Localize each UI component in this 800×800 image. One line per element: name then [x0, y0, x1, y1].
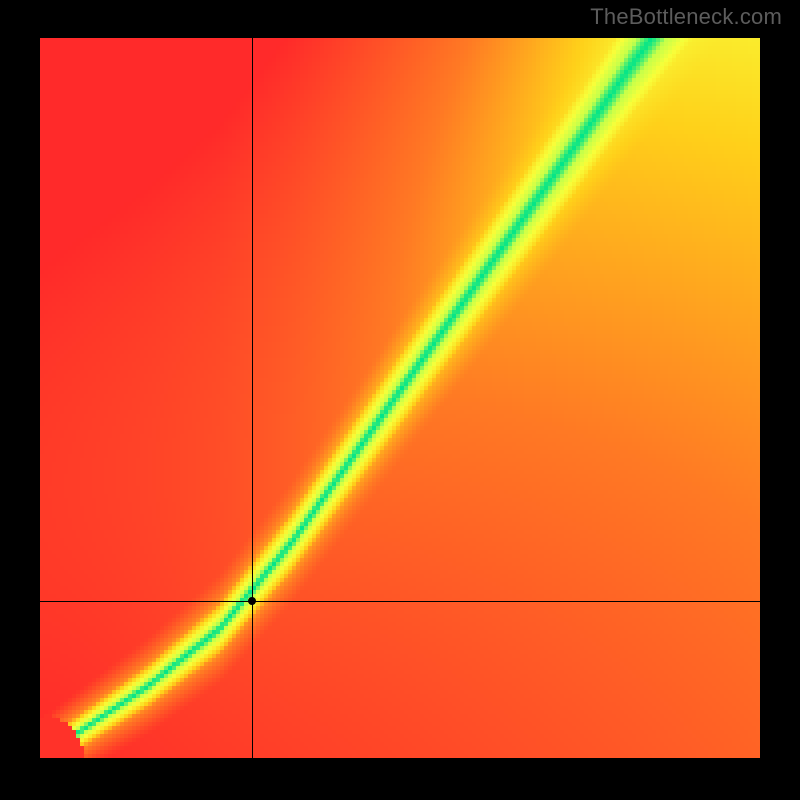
bottleneck-heatmap	[40, 38, 760, 758]
plot-area	[40, 38, 760, 758]
crosshair-horizontal	[40, 601, 760, 602]
chart-frame: TheBottleneck.com	[0, 0, 800, 800]
watermark-text: TheBottleneck.com	[590, 4, 782, 30]
crosshair-vertical	[252, 38, 253, 758]
current-point-marker	[248, 597, 256, 605]
